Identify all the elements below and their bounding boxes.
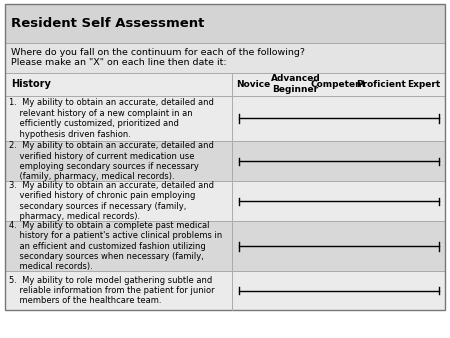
Text: 2.  My ability to obtain an accurate, detailed and
    verified history of curre: 2. My ability to obtain an accurate, det… xyxy=(9,141,214,181)
FancyBboxPatch shape xyxy=(5,181,445,221)
FancyBboxPatch shape xyxy=(5,43,445,73)
FancyBboxPatch shape xyxy=(5,141,445,181)
Text: 4.  My ability to obtain a complete past medical
    history for a patient's act: 4. My ability to obtain a complete past … xyxy=(9,221,222,271)
Text: 3.  My ability to obtain an accurate, detailed and
    verified history of chron: 3. My ability to obtain an accurate, det… xyxy=(9,181,214,221)
FancyBboxPatch shape xyxy=(5,221,445,271)
Text: Expert: Expert xyxy=(407,80,440,89)
FancyBboxPatch shape xyxy=(5,96,445,141)
FancyBboxPatch shape xyxy=(5,4,445,43)
Text: Resident Self Assessment: Resident Self Assessment xyxy=(11,17,204,30)
Text: 1.  My ability to obtain an accurate, detailed and
    relevant history of a new: 1. My ability to obtain an accurate, det… xyxy=(9,98,214,139)
Text: Where do you fall on the continuum for each of the following?
Please make an "X": Where do you fall on the continuum for e… xyxy=(11,48,305,68)
Text: Proficient: Proficient xyxy=(356,80,405,89)
FancyBboxPatch shape xyxy=(5,73,445,96)
Text: 5.  My ability to role model gathering subtle and
    reliable information from : 5. My ability to role model gathering su… xyxy=(9,275,215,306)
Text: History: History xyxy=(11,79,51,89)
Text: Advanced
Beginner: Advanced Beginner xyxy=(270,74,320,94)
Text: Competent: Competent xyxy=(310,80,366,89)
FancyBboxPatch shape xyxy=(5,271,445,310)
Text: Novice: Novice xyxy=(236,80,270,89)
